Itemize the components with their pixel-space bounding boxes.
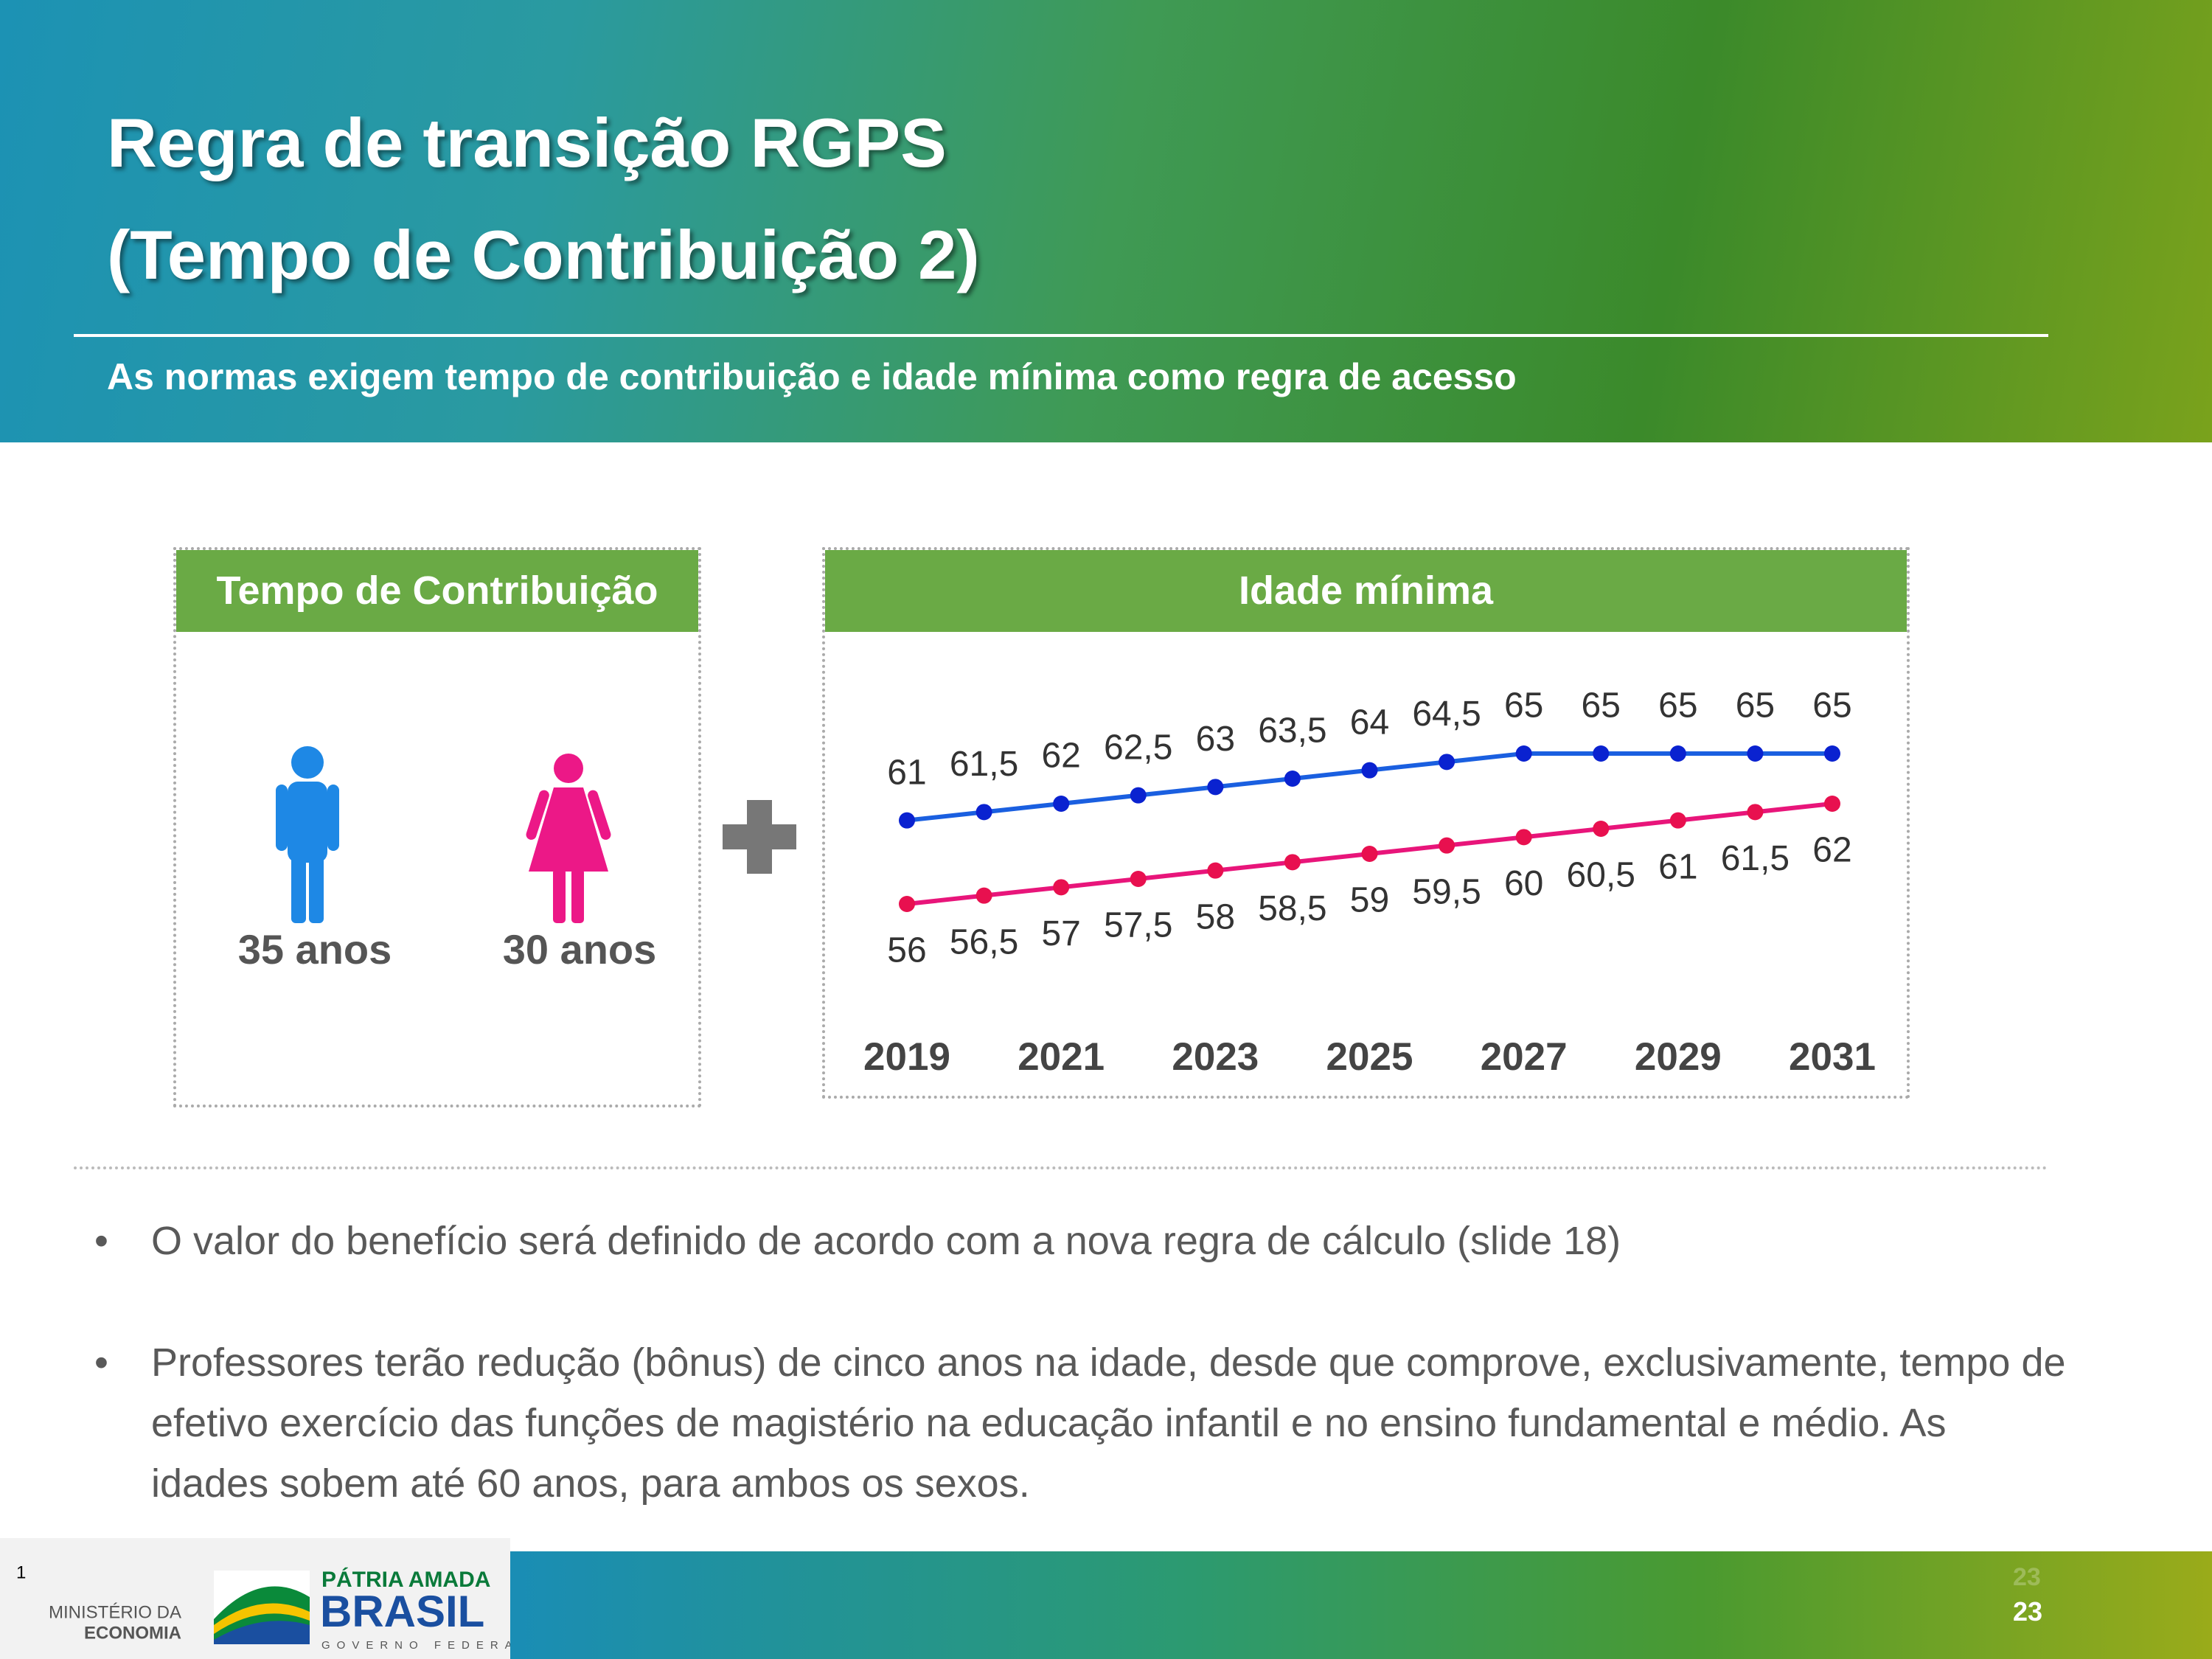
- point: [1669, 812, 1686, 829]
- woman-icon: [526, 754, 611, 923]
- brand-name: BRASIL: [320, 1587, 484, 1636]
- man-icon: [276, 746, 339, 923]
- point: [1824, 745, 1840, 762]
- point: [1515, 745, 1532, 762]
- point: [1747, 745, 1764, 762]
- point: [1053, 796, 1070, 812]
- point: [899, 812, 915, 829]
- women-years: 30 anos: [502, 926, 657, 973]
- value-label: 62: [1041, 737, 1080, 776]
- point: [975, 887, 992, 904]
- value-label: 64,5: [1412, 695, 1481, 734]
- x-tick-label: 2023: [1172, 1035, 1259, 1079]
- x-tick-label: 2021: [1018, 1035, 1105, 1079]
- value-label: 59: [1350, 881, 1389, 920]
- ministry-line: ECONOMIA: [84, 1623, 181, 1643]
- flag-yellow: [214, 1603, 310, 1634]
- point: [1130, 787, 1147, 804]
- title-line: (Tempo de Contribuição 2): [107, 216, 980, 293]
- page-number-ghost: 23: [2013, 1563, 2041, 1591]
- point: [1439, 837, 1455, 854]
- bullet-dot: •: [94, 1340, 108, 1385]
- separator: [74, 1166, 2048, 1169]
- title-line: Regra de transição RGPS: [107, 104, 947, 181]
- point: [1593, 745, 1610, 762]
- ministry-line: MINISTÉRIO DA: [49, 1602, 181, 1622]
- value-label: 61,5: [1721, 839, 1790, 878]
- header-band: [0, 0, 2212, 442]
- footer-logos: 1 MINISTÉRIO DA ECONOMIA PÁTRIA AMADA BR…: [16, 1562, 510, 1652]
- x-tick-label: 2025: [1326, 1035, 1413, 1079]
- value-label: 65: [1582, 686, 1621, 726]
- point: [1053, 879, 1070, 896]
- header-rule: [74, 334, 2048, 337]
- value-label: 57,5: [1104, 906, 1172, 945]
- slide-marker: 1: [16, 1562, 26, 1582]
- point: [1515, 829, 1532, 846]
- value-label: 61: [1658, 847, 1697, 886]
- flag-blue: [214, 1621, 310, 1644]
- contribution-panel: Tempo de Contribuição: [173, 547, 701, 1107]
- brand-line: PÁTRIA AMADA: [321, 1567, 490, 1592]
- point: [1361, 846, 1378, 862]
- point: [1284, 771, 1301, 787]
- value-label: 65: [1504, 686, 1543, 726]
- point: [1207, 779, 1224, 796]
- point: [1439, 754, 1455, 771]
- point: [1669, 745, 1686, 762]
- value-label: 58,5: [1258, 889, 1326, 928]
- x-tick-label: 2029: [1635, 1035, 1722, 1079]
- bullet-dot: •: [94, 1219, 108, 1263]
- value-label: 56: [887, 931, 926, 970]
- footer-band: [510, 1551, 2212, 1659]
- value-label: 64: [1350, 703, 1389, 742]
- brand-line: GOVERNO FEDERAL: [321, 1639, 510, 1652]
- value-label: 65: [1812, 686, 1851, 726]
- value-label: 65: [1736, 686, 1775, 726]
- value-label: 62,5: [1104, 728, 1172, 767]
- point: [1130, 871, 1147, 887]
- value-label: 61: [887, 753, 926, 792]
- point: [1284, 854, 1301, 871]
- x-tick-label: 2027: [1481, 1035, 1568, 1079]
- point: [1593, 821, 1610, 837]
- value-label: 57: [1041, 914, 1080, 953]
- bullet-text: O valor do benefício será definido de ac…: [151, 1219, 1621, 1263]
- panel-title: Idade mínima: [825, 550, 1907, 632]
- point: [1361, 762, 1378, 779]
- x-tick-label: 2031: [1789, 1035, 1876, 1079]
- value-label: 63,5: [1258, 712, 1326, 751]
- plus-sign: [723, 800, 796, 874]
- x-tick-label: 2019: [863, 1035, 950, 1079]
- value-label: 63: [1196, 720, 1235, 759]
- point: [899, 896, 915, 912]
- value-label: 62: [1812, 831, 1851, 870]
- point: [1747, 804, 1764, 821]
- value-label: 60,5: [1567, 856, 1635, 895]
- value-label: 61,5: [950, 745, 1018, 784]
- value-label: 58: [1196, 897, 1235, 936]
- subtitle: As normas exigem tempo de contribuição e…: [107, 356, 1517, 397]
- panel-title: Tempo de Contribuição: [176, 550, 698, 632]
- men-years: 35 anos: [237, 926, 392, 973]
- value-label: 56,5: [950, 922, 1018, 961]
- person-icons: [276, 746, 611, 923]
- value-label: 65: [1658, 686, 1697, 726]
- value-label: 60: [1504, 864, 1543, 903]
- point: [1824, 796, 1840, 812]
- page-number: 23: [2013, 1596, 2043, 1627]
- point: [1207, 862, 1224, 879]
- age-panel: Idade mínima: [822, 547, 1910, 1099]
- bullet-text: Professores terão redução (bônus) de cin…: [151, 1340, 2066, 1506]
- value-label: 59,5: [1412, 872, 1481, 911]
- point: [975, 804, 992, 821]
